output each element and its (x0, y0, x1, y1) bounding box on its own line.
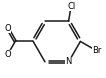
Text: O: O (4, 24, 11, 33)
Text: Cl: Cl (67, 2, 75, 11)
Text: Br: Br (92, 46, 101, 55)
Text: N: N (65, 57, 72, 66)
Text: O: O (4, 50, 11, 59)
